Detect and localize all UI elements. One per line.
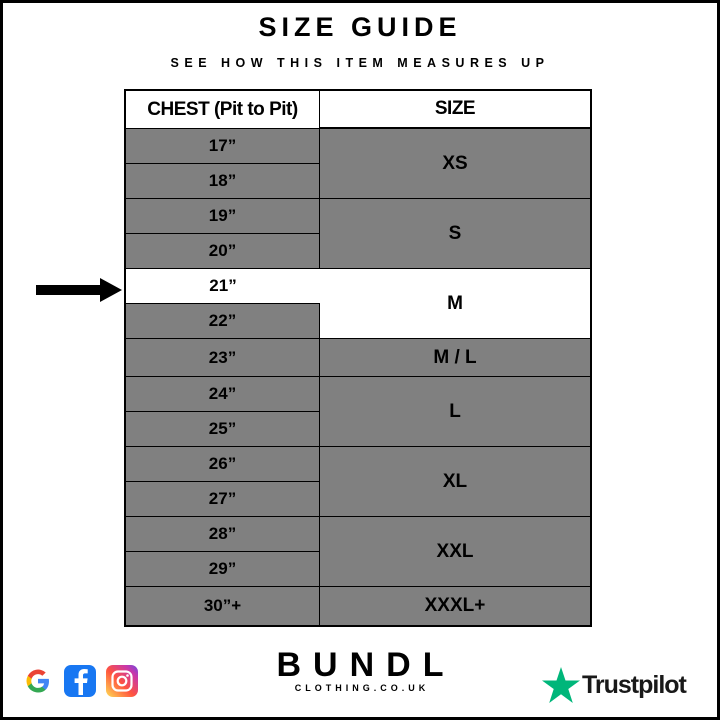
chest-cell: 20” [126, 234, 320, 269]
chest-cell: 19” [126, 199, 320, 234]
chest-cell: 17” [126, 129, 320, 164]
size-cell: S [320, 199, 590, 269]
brand-logo: BUNDL [276, 646, 456, 684]
chest-cell: 24” [126, 377, 320, 412]
chest-cell: 27” [126, 482, 320, 517]
trustpilot-logo[interactable]: Trustpilot [542, 667, 687, 703]
brand-subtitle: CLOTHING.CO.UK [294, 683, 430, 693]
size-cell: L [320, 377, 590, 447]
google-icon[interactable] [22, 665, 54, 697]
size-cell: XS [320, 129, 590, 199]
size-cell: XXL [320, 517, 590, 587]
trustpilot-label: Trustpilot [582, 670, 687, 699]
page-subtitle: SEE HOW THIS ITEM MEASURES UP [170, 56, 550, 70]
chest-cell: 28” [126, 517, 320, 552]
chest-cell-highlighted: 21” [126, 269, 320, 304]
chest-cell: 18” [126, 164, 320, 199]
size-cell: M / L [320, 339, 590, 377]
facebook-icon[interactable] [64, 665, 96, 697]
column-header-chest: CHEST (Pit to Pit) [126, 91, 320, 129]
size-cell: XXXL+ [320, 587, 590, 625]
size-table: CHEST (Pit to Pit) SIZE 17” 18” 19” 20” … [124, 89, 592, 627]
arrow-right-icon [36, 278, 122, 302]
trustpilot-star-icon [542, 667, 580, 703]
chest-cell: 29” [126, 552, 320, 587]
column-header-size: SIZE [320, 91, 590, 129]
chest-cell: 30”+ [126, 587, 320, 625]
chest-cell: 26” [126, 447, 320, 482]
chest-cell: 22” [126, 304, 320, 339]
chest-cell: 23” [126, 339, 320, 377]
chest-cell: 25” [126, 412, 320, 447]
instagram-icon[interactable] [106, 665, 138, 697]
social-icons [22, 665, 138, 697]
size-cell-highlighted: M [320, 269, 590, 339]
page-title: SIZE GUIDE [258, 12, 462, 42]
size-cell: XL [320, 447, 590, 517]
